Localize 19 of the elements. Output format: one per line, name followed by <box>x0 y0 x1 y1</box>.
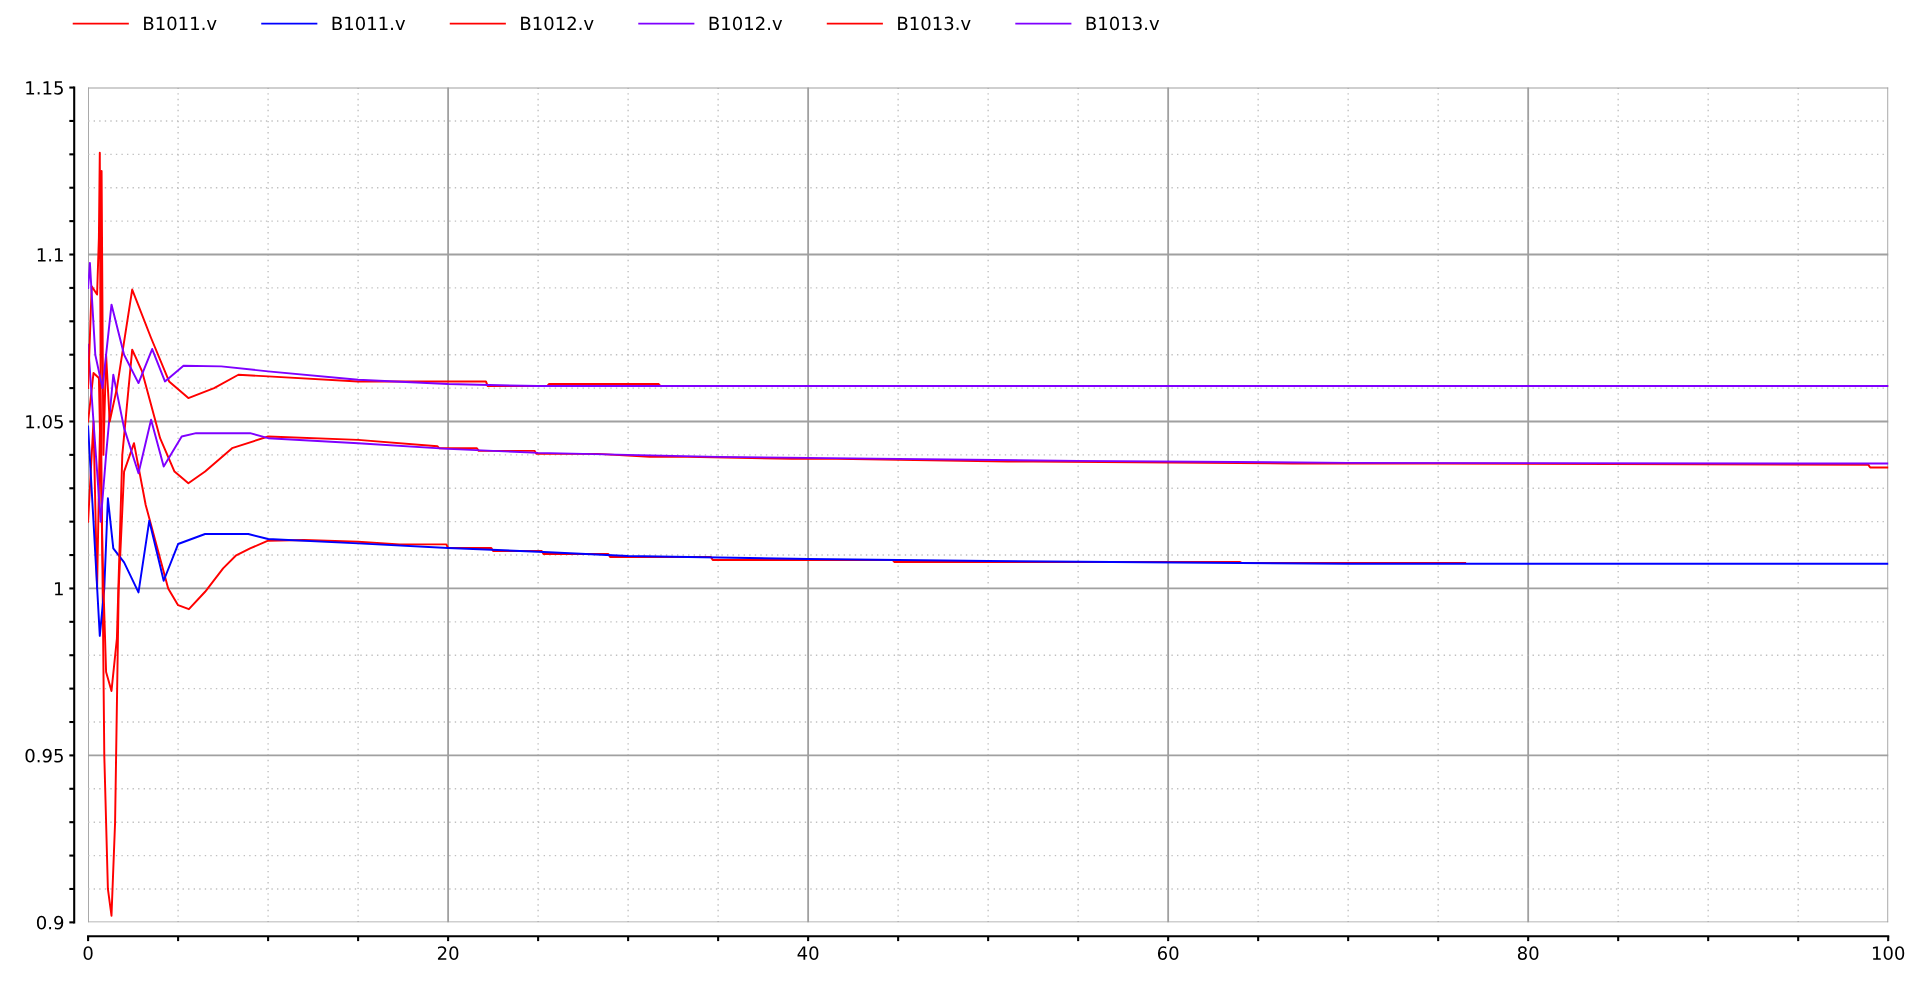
x-tick-label: 100 <box>1872 946 1905 960</box>
legend-label: B1012.v <box>521 16 594 31</box>
y-tick-label: 0.95 <box>25 748 63 763</box>
y-tick-label: 1.05 <box>26 414 63 429</box>
line-series <box>88 261 1889 390</box>
x-tick-label: 0 <box>83 946 93 960</box>
x-tick-label: 60 <box>1157 946 1179 960</box>
x-tick-label: 80 <box>1517 946 1539 960</box>
y-tick-label: 1 <box>54 582 63 596</box>
legend-label: B1012.v <box>709 16 783 31</box>
x-tick-label: 40 <box>797 946 819 960</box>
y-tick-label: 0.9 <box>36 915 64 930</box>
legend-label: B1013.v <box>898 16 971 31</box>
legend-label: B1011.v <box>332 16 406 31</box>
y-tick-label: 1.1 <box>37 248 63 262</box>
legend-label: B1013.v <box>1086 16 1160 31</box>
x-tick-label: 20 <box>437 946 459 960</box>
y-tick-label: 1.15 <box>26 81 63 95</box>
legend-label: B1011.v <box>144 16 217 31</box>
